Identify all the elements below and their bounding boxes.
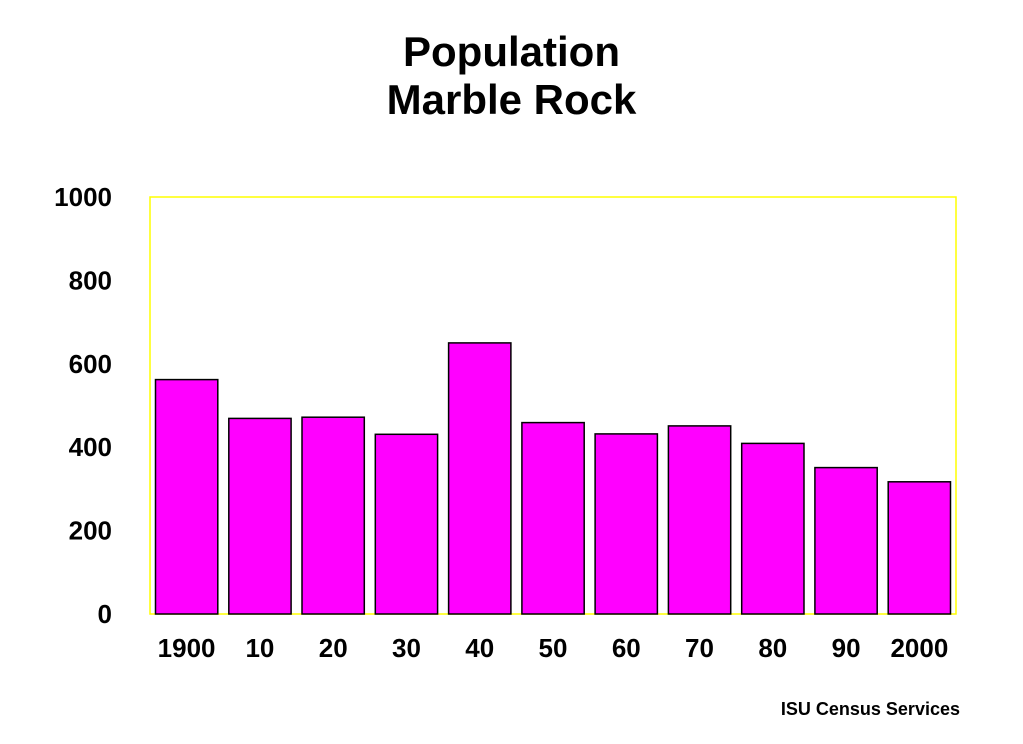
bar-1900 [154,378,219,615]
bars [154,342,952,615]
chart-title-line-2: Marble Rock [386,76,637,123]
x-tick-label-30: 30 [392,633,421,663]
x-tick-label-10: 10 [245,633,274,663]
y-tick-label-200: 200 [69,516,112,546]
y-tick-label-0: 0 [98,599,112,629]
x-tick-label-1900: 1900 [158,633,216,663]
x-tick-label-20: 20 [319,633,348,663]
x-tick-label-60: 60 [612,633,641,663]
x-tick-label-50: 50 [539,633,568,663]
y-tick-label-400: 400 [69,432,112,462]
bar-10 [228,417,292,615]
y-tick-label-600: 600 [69,349,112,379]
y-tick-label-1000: 1000 [54,182,112,212]
bar-70 [667,425,732,615]
bar-30 [374,433,439,615]
x-tick-label-90: 90 [832,633,861,663]
x-tick-label-70: 70 [685,633,714,663]
bar-50 [521,421,585,615]
x-tick-label-2000: 2000 [890,633,948,663]
y-tick-label-800: 800 [69,265,112,295]
y-axis-tick-labels: 0 200 400 600 800 1000 [54,182,112,629]
source-credit: ISU Census Services [780,699,960,719]
x-tick-label-40: 40 [465,633,494,663]
bar-90 [814,466,878,615]
chart-title: Population Marble Rock [0,28,1023,124]
bar-80 [740,442,805,615]
chart-title-line-1: Population [403,28,620,75]
x-tick-label-80: 80 [758,633,787,663]
bar-2000 [887,481,952,615]
x-axis-tick-labels: 1900 10 20 30 40 50 60 70 80 90 2000 [158,633,949,663]
bar-40 [447,342,512,615]
bar-60 [594,433,659,615]
bar-20 [301,416,366,615]
